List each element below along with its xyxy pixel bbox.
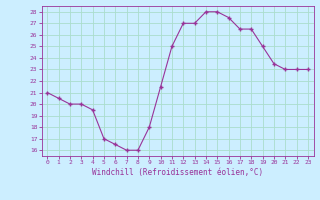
X-axis label: Windchill (Refroidissement éolien,°C): Windchill (Refroidissement éolien,°C) (92, 168, 263, 177)
